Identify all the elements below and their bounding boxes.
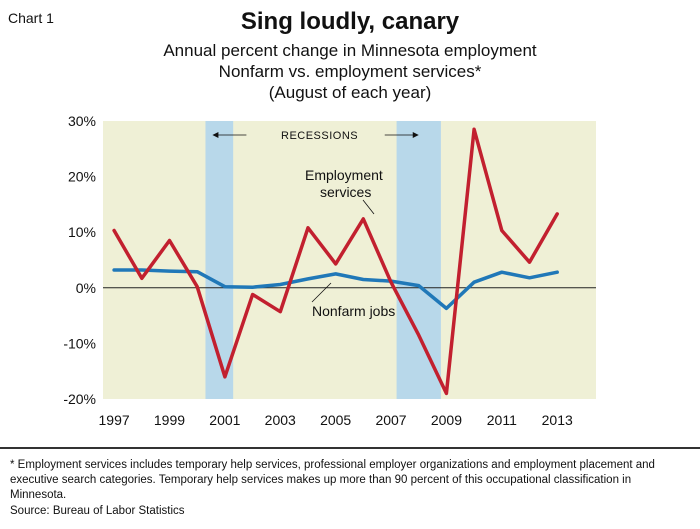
x-tick-label: 2005 — [320, 412, 351, 428]
footnote: * Employment services includes temporary… — [10, 459, 655, 501]
y-tick-label: 30% — [68, 113, 96, 129]
recession-band-2 — [396, 121, 441, 399]
x-tick-label: 2013 — [542, 412, 573, 428]
employment-services-label-line: Employment — [305, 167, 383, 183]
employment-services-line — [112, 127, 559, 396]
chart-label: Chart 1 — [8, 10, 54, 26]
subtitle-line-2: Nonfarm vs. employment services* — [218, 62, 482, 81]
series-layer — [112, 127, 559, 396]
recession-band-1 — [205, 121, 234, 399]
axis-layer: -20% -10% 0% 10% 20% 30% 1997 1999 2001 2003 2005 2… — [63, 113, 596, 428]
subtitle-line-3: (August of each year) — [268, 83, 432, 102]
source-note: Source: Bureau of Labor Statistics — [10, 505, 185, 517]
y-tick-label: 0% — [76, 280, 96, 296]
x-tick-label: 2011 — [487, 412, 517, 428]
y-tick-label: -20% — [63, 391, 96, 407]
x-tick-label: 2001 — [209, 412, 240, 428]
recessions-label: RECESSIONS — [281, 130, 358, 142]
footer-divider — [0, 447, 700, 449]
employment-services-label-line: services — [320, 184, 371, 200]
recessions-arrowhead-left — [212, 132, 219, 138]
y-tick-label: 20% — [68, 169, 96, 185]
x-tick-label: 2009 — [431, 412, 462, 428]
nonfarm-jobs-label: Nonfarm jobs — [312, 303, 395, 319]
recessions-arrowhead-right — [412, 132, 419, 138]
x-tick-label: 1997 — [99, 412, 130, 428]
chart-title: Sing loudly, canary — [240, 8, 460, 35]
x-tick-label: 2003 — [265, 412, 296, 428]
line-chart: -20% -10% 0% 10% 20% 30% 1997 1999 2001 2003 2005 2… — [63, 113, 596, 428]
plot-background-layer — [103, 121, 596, 399]
label-layer: RECESSIONS Employment services Nonfarm jobs — [212, 130, 419, 319]
y-tick-label: 10% — [68, 224, 96, 240]
employment-services-label: Employment services — [305, 167, 383, 200]
x-tick-label: 2007 — [375, 412, 406, 428]
x-tick-label: 1999 — [154, 412, 185, 428]
nonfarm-jobs-leader — [311, 282, 332, 303]
subtitle-line-1: Annual percent change in Minnesota emplo… — [163, 41, 537, 60]
employment-services-leader — [362, 199, 375, 215]
y-tick-label: -10% — [63, 335, 96, 351]
plot-area — [103, 121, 596, 399]
